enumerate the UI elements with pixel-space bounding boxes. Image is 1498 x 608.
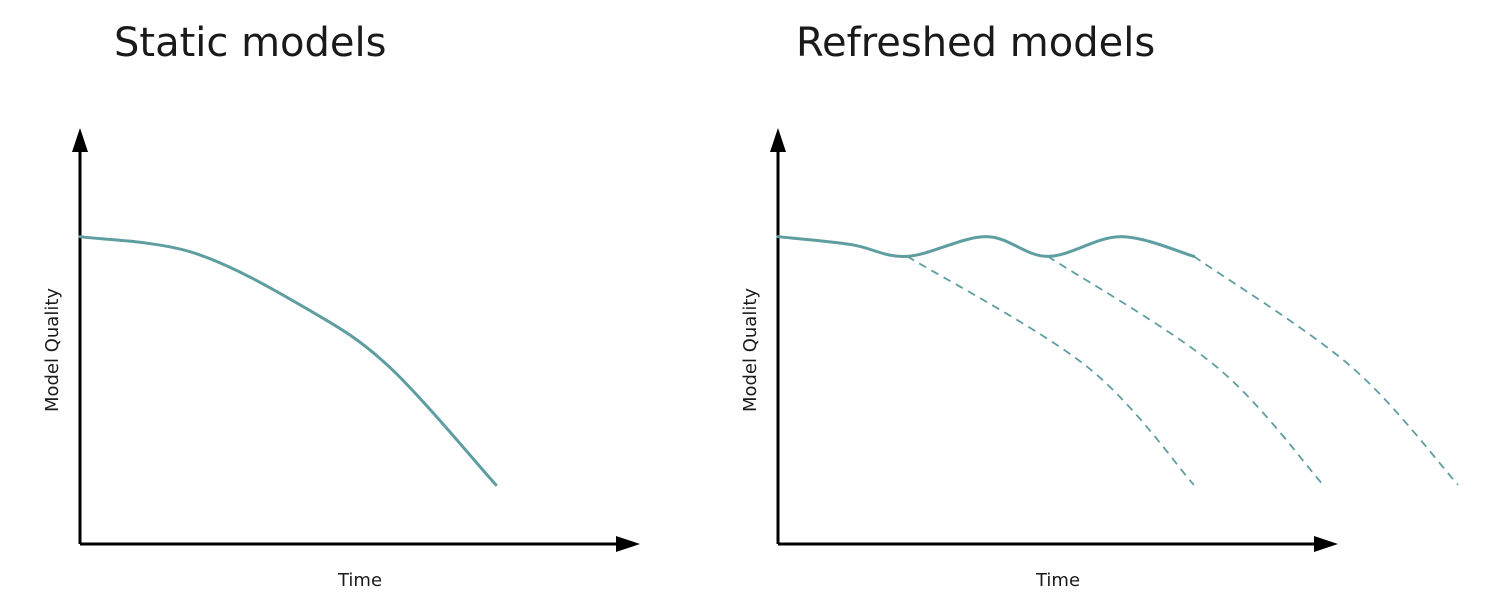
static-x-axis-label: Time xyxy=(337,570,382,591)
refreshed-chart-axes: Time Model Quality xyxy=(740,128,1338,591)
static-y-axis-label: Model Quality xyxy=(42,288,63,412)
refreshed-dashed-curve-1 xyxy=(906,255,1195,486)
static-y-axis-arrow xyxy=(72,128,88,152)
static-solid-curve-0 xyxy=(78,235,498,487)
refreshed-y-axis-label: Model Quality xyxy=(740,288,761,412)
refreshed-dashed-curve-3 xyxy=(1193,255,1459,486)
refreshed-dashed-curve-2 xyxy=(1047,255,1324,486)
refreshed-x-axis-label: Time xyxy=(1035,570,1080,591)
refreshed-solid-curve-0 xyxy=(776,235,1196,258)
refreshed-x-axis-arrow xyxy=(1314,536,1338,552)
chart-title-static: Static models xyxy=(114,20,387,66)
refreshed-chart-marks xyxy=(776,235,1459,486)
static-chart-marks xyxy=(78,235,498,487)
refreshed-y-axis-arrow xyxy=(770,128,786,152)
chart-title-refreshed: Refreshed models xyxy=(796,20,1156,66)
static-x-axis-arrow xyxy=(616,536,640,552)
static-chart-axes: Time Model Quality xyxy=(42,128,640,591)
